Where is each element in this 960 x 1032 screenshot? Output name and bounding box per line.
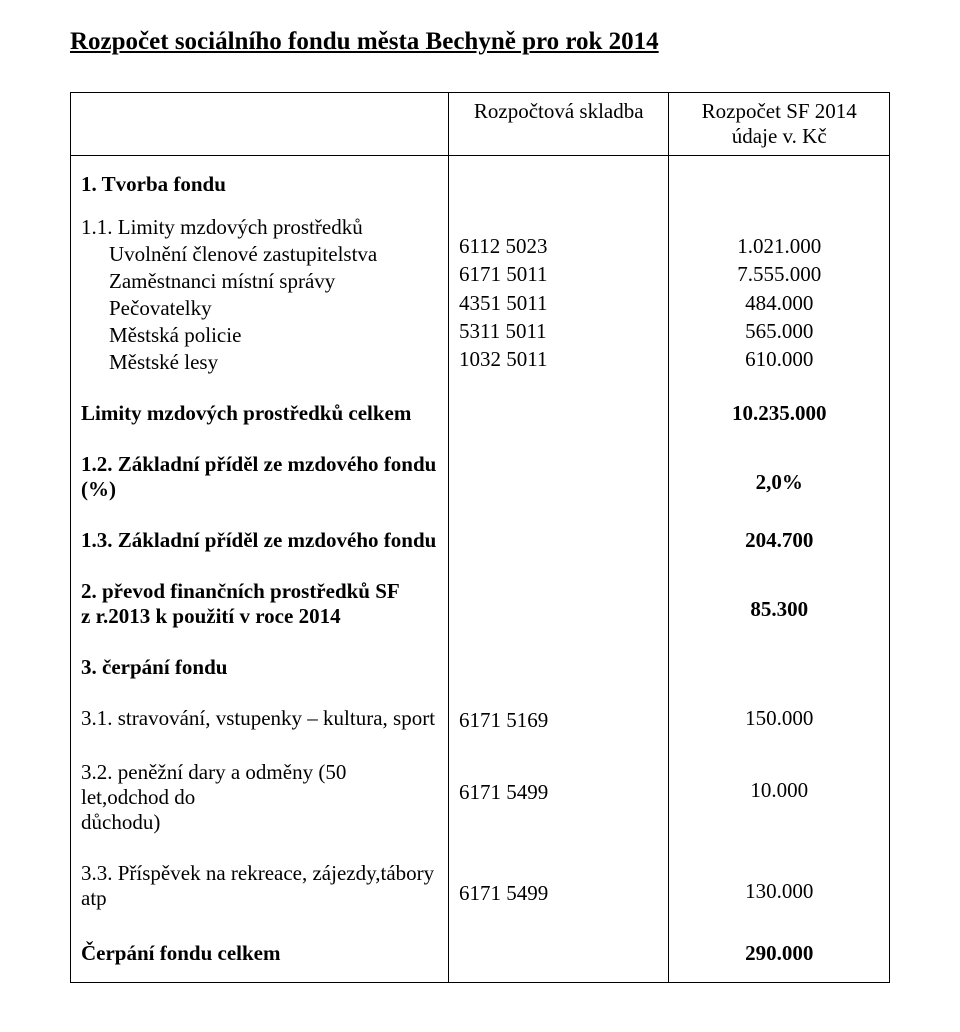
spend-total-mid [448,917,668,983]
code-0: 6112 5023 [459,232,658,260]
item11-head: 1.1. Limity mzdových prostředků [81,215,438,240]
item2-label-cell: 2. převod finančních prostředků SF z r.2… [71,559,449,635]
item33-code: 6171 5499 [459,881,548,905]
item13-mid [448,508,668,559]
item13-value-cell: 204.700 [669,508,890,559]
item2-value-cell: 85.300 [669,559,890,635]
item32-value: 10.000 [750,778,808,802]
item33-value-cell: 130.000 [669,841,890,917]
limits-total-label: Limity mzdových prostředků celkem [81,401,411,425]
spend-total-label-cell: Čerpání fondu celkem [71,917,449,983]
section1-codes: 6112 5023 6171 5011 4351 5011 5311 5011 … [448,156,668,384]
val-0: 1.021.000 [679,232,879,260]
item2-mid [448,559,668,635]
section1-left: 1. Tvorba fondu 1.1. Limity mzdových pro… [71,156,449,384]
code-2: 4351 5011 [459,289,658,317]
s1-line-1: Zaměstnanci místní správy [81,269,438,294]
limits-total-label-cell: Limity mzdových prostředků celkem [71,383,449,432]
item33-l2: atp [81,886,107,910]
section3-right [669,635,890,686]
val-4: 610.000 [679,345,879,373]
item32-code: 6171 5499 [459,780,548,804]
item32-value-cell: 10.000 [669,740,890,841]
item2-l2: z r.2013 k použití v roce 2014 [81,604,341,628]
item33-l1: 3.3. Příspěvek na rekreace, zájezdy,tábo… [81,861,434,885]
item2-l1: 2. převod finančních prostředků SF [81,579,400,603]
header-right: Rozpočet SF 2014 údaje v. Kč [669,93,890,156]
item12-value-cell: 2,0% [669,432,890,508]
code-1: 6171 5011 [459,260,658,288]
item32-label-cell: 3.2. peněžní dary a odměny (50 let,odcho… [71,740,449,841]
header-right-l1: Rozpočet SF 2014 [702,99,857,123]
header-right-l2: údaje v. Kč [732,124,827,148]
section1-heading: 1. Tvorba fondu [81,172,438,197]
item13-value: 204.700 [745,528,813,552]
item32-l1: 3.2. peněžní dary a odměny (50 let,odcho… [81,760,346,809]
s1-line-0: Uvolnění členové zastupitelstva [81,242,438,267]
section1-values: 1.021.000 7.555.000 484.000 565.000 610.… [669,156,890,384]
item31-value-cell: 150.000 [669,686,890,740]
limits-total-mid [448,383,668,432]
s1-line-2: Pečovatelky [81,296,438,321]
s1-line-4: Městské lesy [81,350,438,375]
item33-value: 130.000 [745,879,813,903]
item12-value: 2,0% [756,470,803,494]
item12-l2: (%) [81,477,116,501]
item2-value: 85.300 [750,597,808,621]
item12-label-cell: 1.2. Základní příděl ze mzdového fondu (… [71,432,449,508]
item31-code-cell: 6171 5169 [448,686,668,740]
item32-l2: důchodu) [81,810,160,834]
item33-code-cell: 6171 5499 [448,841,668,917]
spend-total-value: 290.000 [745,941,813,965]
item12-mid [448,432,668,508]
item31-code: 6171 5169 [459,708,548,732]
budget-table: Rozpočtová skladba Rozpočet SF 2014 údaj… [70,92,890,983]
item33-label-cell: 3.3. Příspěvek na rekreace, zájezdy,tábo… [71,841,449,917]
code-3: 5311 5011 [459,317,658,345]
item13-label: 1.3. Základní příděl ze mzdového fondu [81,528,436,552]
item13-label-cell: 1.3. Základní příděl ze mzdového fondu [71,508,449,559]
item32-code-cell: 6171 5499 [448,740,668,841]
limits-total-value: 10.235.000 [669,383,890,432]
item12-l1: 1.2. Základní příděl ze mzdového fondu [81,452,436,476]
code-4: 1032 5011 [459,345,658,373]
section3-heading-cell: 3. čerpání fondu [71,635,449,686]
spend-total-label: Čerpání fondu celkem [81,941,281,965]
item31-label: 3.1. stravování, vstupenky – kultura, sp… [81,706,435,730]
val-3: 565.000 [679,317,879,345]
header-left-blank [71,93,449,156]
header-mid: Rozpočtová skladba [448,93,668,156]
s1-line-3: Městská policie [81,323,438,348]
spend-total-value-cell: 290.000 [669,917,890,983]
val-2: 484.000 [679,289,879,317]
section3-heading: 3. čerpání fondu [81,655,227,679]
section3-mid [448,635,668,686]
val-1: 7.555.000 [679,260,879,288]
limits-total-value-text: 10.235.000 [732,401,827,425]
item31-label-cell: 3.1. stravování, vstupenky – kultura, sp… [71,686,449,740]
page-title: Rozpočet sociálního fondu města Bechyně … [70,28,890,56]
item31-value: 150.000 [745,706,813,730]
